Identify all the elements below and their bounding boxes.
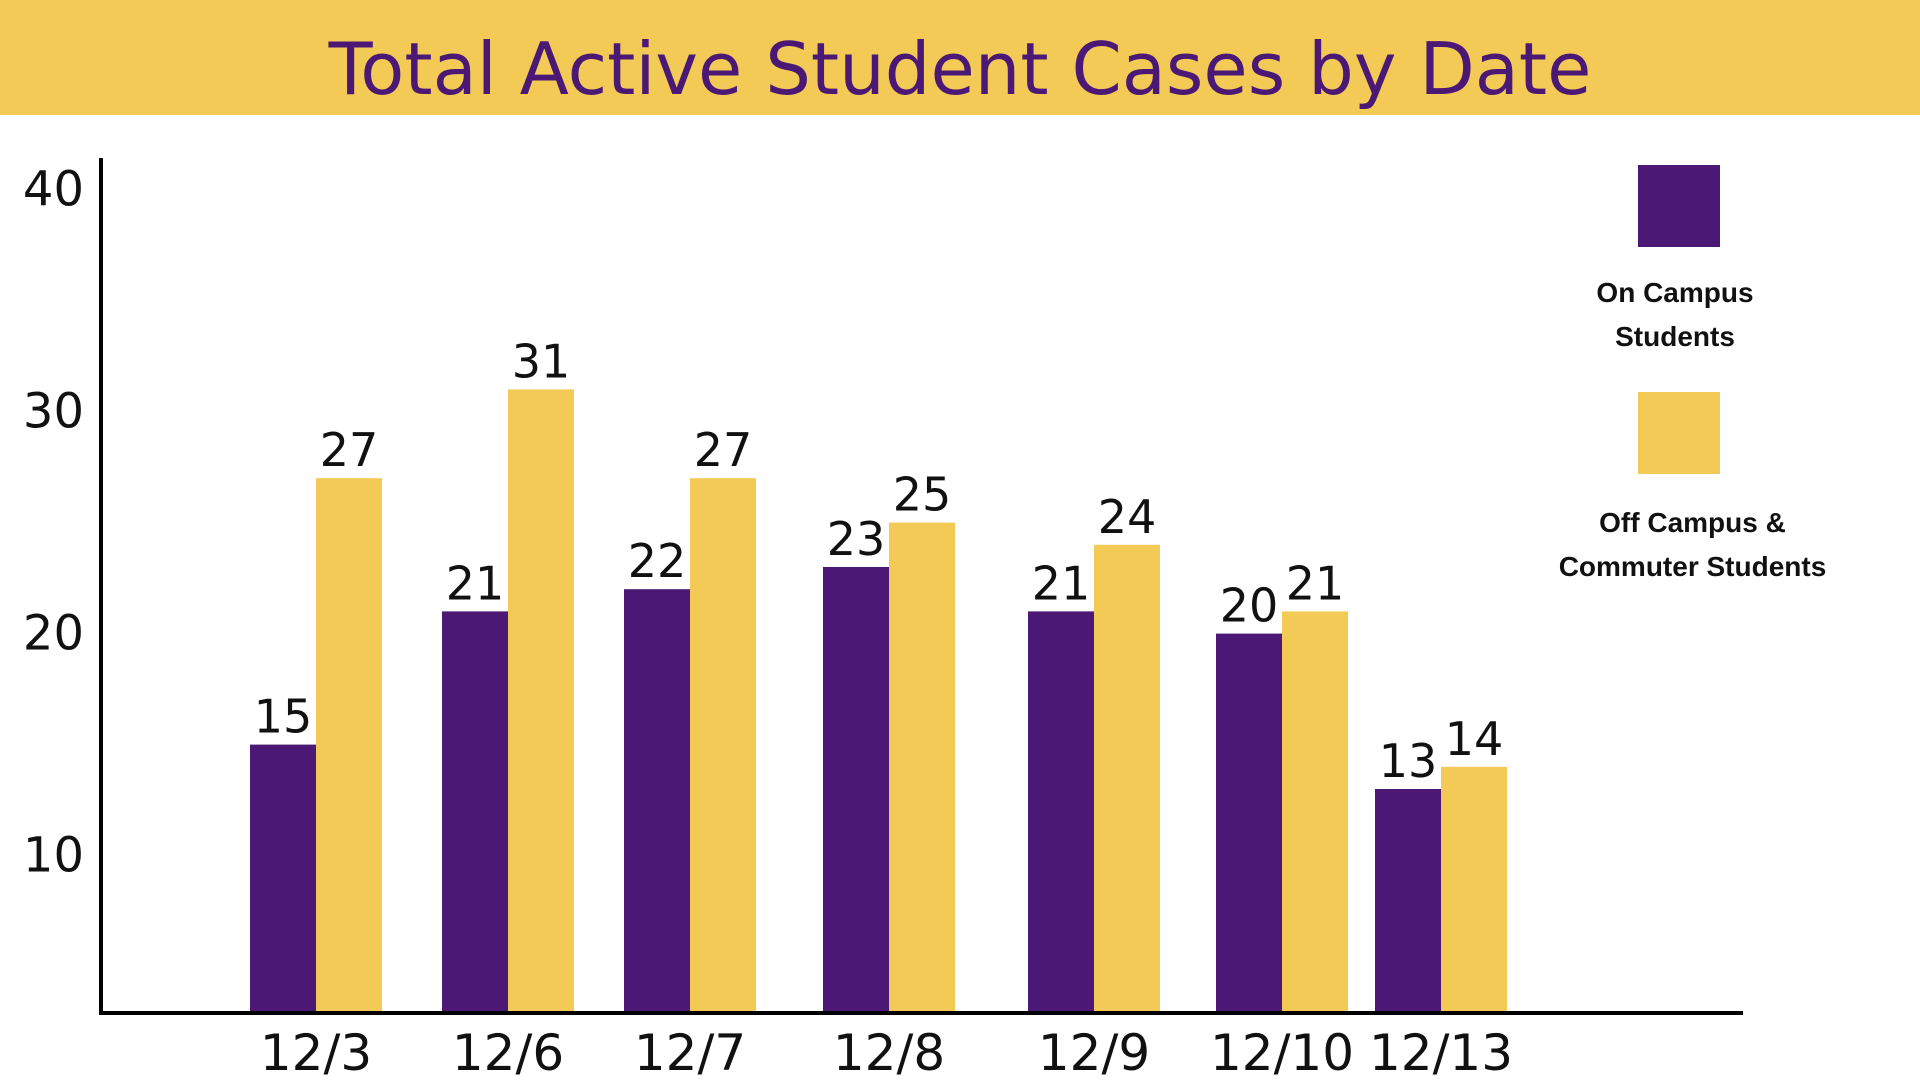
bar-off-campus <box>1094 544 1160 1011</box>
x-tick-label: 12/8 <box>833 1024 945 1080</box>
bar-on-campus <box>442 611 508 1011</box>
bar-value-label: 22 <box>628 534 687 588</box>
y-tick-label: 40 <box>23 162 84 218</box>
legend-label-off-campus: Off Campus & Commuter Students <box>1515 501 1870 589</box>
bar-off-campus <box>889 522 955 1011</box>
x-tick-label: 12/10 <box>1210 1024 1354 1080</box>
bar-value-label: 21 <box>1032 556 1091 610</box>
x-tick-label: 12/13 <box>1369 1024 1513 1080</box>
legend-label-line: Off Campus & <box>1599 507 1786 538</box>
legend-swatch-off-campus <box>1638 392 1720 474</box>
bar-value-label: 21 <box>1286 556 1345 610</box>
bar-on-campus <box>1028 611 1094 1011</box>
bar-value-label: 27 <box>320 423 379 477</box>
bar-value-label: 13 <box>1379 734 1438 788</box>
title-band <box>0 0 1920 115</box>
x-tick-label: 12/3 <box>260 1024 372 1080</box>
y-axis-ticks: 10 20 30 40 <box>23 162 84 884</box>
x-tick-label: 12/9 <box>1038 1024 1150 1080</box>
bar-value-label: 24 <box>1098 490 1157 544</box>
bar-off-campus <box>690 478 756 1011</box>
bar-on-campus <box>250 744 316 1011</box>
bar-on-campus <box>1216 633 1282 1011</box>
bar-value-label: 25 <box>893 468 952 522</box>
legend-swatch-on-campus <box>1638 165 1720 247</box>
legend-label-line: Students <box>1615 321 1735 352</box>
bar-off-campus <box>316 478 382 1011</box>
bar-value-label: 27 <box>694 423 753 477</box>
legend-label-line: On Campus <box>1596 277 1754 308</box>
bar-value-label: 31 <box>512 334 571 388</box>
legend-label-line: Commuter Students <box>1558 551 1827 582</box>
bar-on-campus <box>1375 789 1441 1011</box>
bar-on-campus <box>823 567 889 1011</box>
bar-off-campus <box>1282 611 1348 1011</box>
y-tick-label: 30 <box>23 384 84 440</box>
bar-value-label: 23 <box>827 512 886 566</box>
bar-value-label: 15 <box>254 690 313 744</box>
x-axis-ticks: 12/3 12/6 12/7 12/8 12/9 12/10 12/13 <box>260 1024 1513 1080</box>
bar-on-campus <box>624 589 690 1011</box>
bar-value-label: 21 <box>446 556 505 610</box>
legend-label-on-campus: On Campus Students <box>1525 271 1825 359</box>
x-tick-label: 12/6 <box>452 1024 564 1080</box>
x-tick-label: 12/7 <box>634 1024 746 1080</box>
chart-title: Total Active Student Cases by Date <box>328 27 1592 111</box>
bar-off-campus <box>1441 766 1507 1011</box>
bars-group <box>250 389 1507 1011</box>
bar-value-label: 14 <box>1445 712 1504 766</box>
y-tick-label: 20 <box>23 606 84 662</box>
y-tick-label: 10 <box>23 828 84 884</box>
bar-off-campus <box>508 389 574 1011</box>
bar-value-label: 20 <box>1220 579 1279 633</box>
